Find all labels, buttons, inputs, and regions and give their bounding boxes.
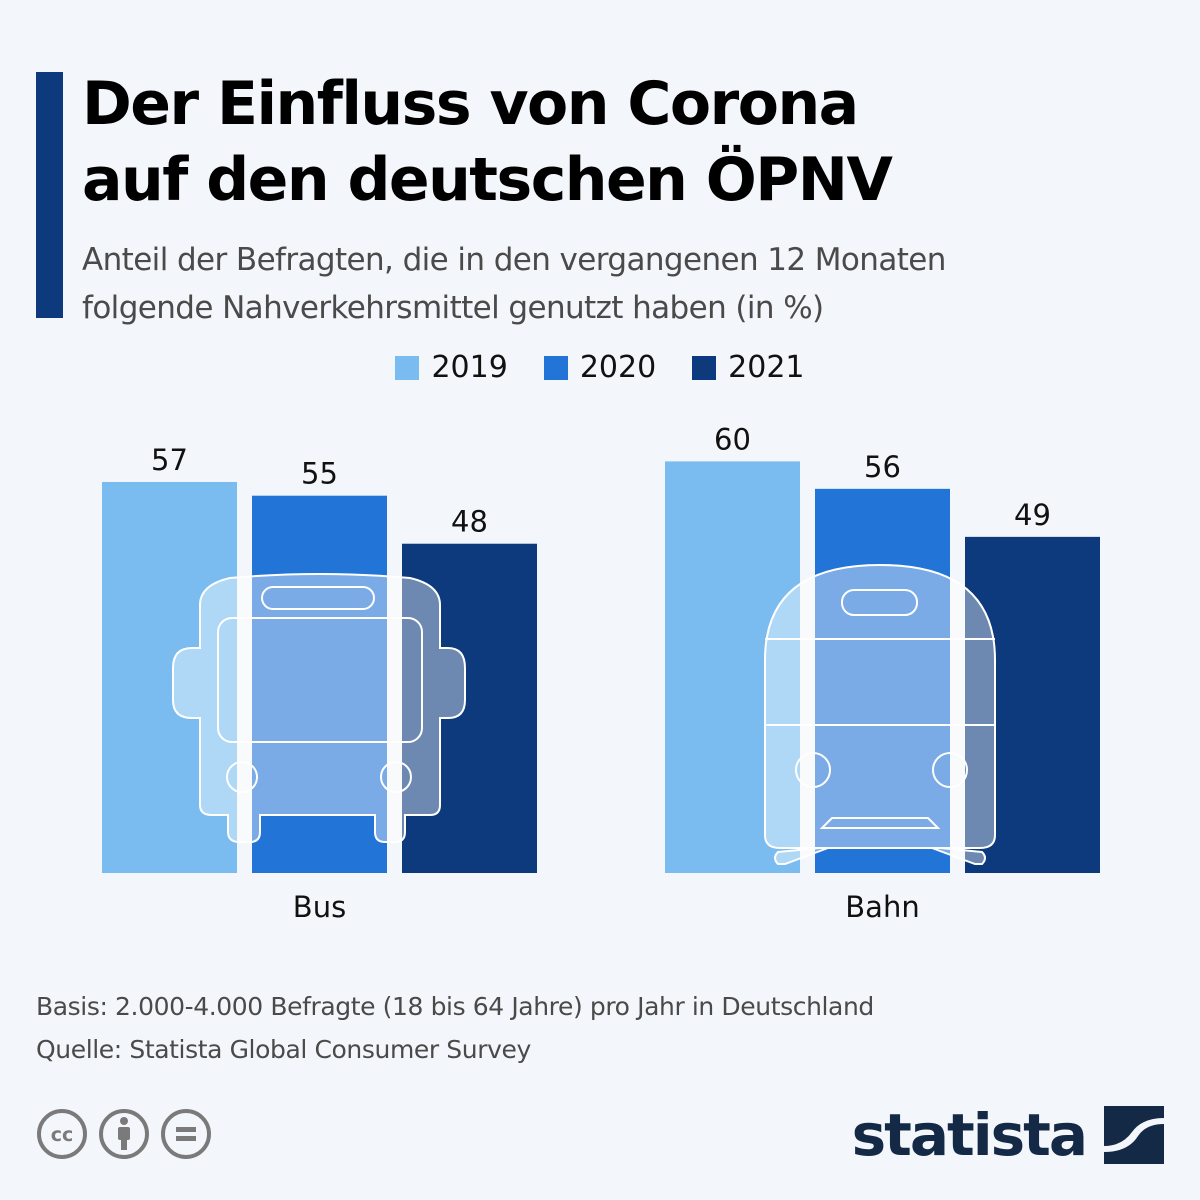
attribution-icon[interactable] [98, 1108, 150, 1160]
legend-label-2020: 2020 [579, 350, 657, 385]
bar-bahn-2021 [965, 536, 1100, 873]
statista-logo[interactable]: statista [852, 1105, 1164, 1165]
no-derivatives-icon[interactable] [160, 1108, 212, 1160]
bar-bus-2019 [102, 481, 237, 873]
data-label-bahn-2020: 56 [864, 450, 901, 484]
bars-layer [102, 461, 1100, 873]
bar-bus-2020 [252, 495, 387, 873]
bus-icon [172, 573, 466, 843]
legend: 2019 2020 2021 [0, 350, 1200, 385]
subtitle-line-1: Anteil der Befragten, die in den vergang… [82, 242, 946, 278]
labels-layer: 57 55 48 Bus 60 56 49 Bahn [151, 422, 1051, 924]
title-line-1: Der Einfluss von Corona [82, 69, 859, 139]
accent-bar [36, 72, 63, 318]
basis-note: Basis: 2.000-4.000 Befragte (18 bis 64 J… [36, 992, 874, 1021]
train-icon [764, 563, 996, 865]
chart-title: Der Einfluss von Corona auf den deutsche… [82, 66, 1182, 218]
data-label-bus-2021: 48 [451, 505, 488, 539]
cc-icon[interactable]: cc [36, 1108, 88, 1160]
legend-label-2021: 2021 [728, 350, 805, 385]
bar-bahn-2019 [665, 461, 800, 873]
legend-swatch-2021 [692, 355, 717, 380]
legend-swatch-2019 [395, 355, 420, 380]
svg-text:cc: cc [51, 1124, 74, 1146]
data-label-bahn-2021: 49 [1014, 498, 1051, 532]
data-label-bus-2020: 55 [301, 457, 338, 491]
source-note: Quelle: Statista Global Consumer Survey [36, 1035, 531, 1064]
legend-item-2021: 2021 [692, 350, 805, 385]
subtitle-line-2: folgende Nahverkehrsmittel genutzt haben… [82, 290, 824, 326]
legend-swatch-2020 [543, 355, 568, 380]
data-label-bus-2019: 57 [151, 443, 188, 477]
bar-bus-2021 [402, 543, 537, 873]
category-label-bus: Bus [293, 890, 346, 924]
title-line-2: auf den deutschen ÖPNV [82, 145, 893, 215]
data-label-bahn-2019: 60 [714, 422, 751, 456]
icons-layer [172, 563, 996, 865]
logo-text: statista [851, 1101, 1088, 1169]
license-icons: cc [36, 1108, 212, 1160]
legend-item-2020: 2020 [543, 350, 657, 385]
legend-label-2019: 2019 [431, 350, 508, 385]
category-label-bahn: Bahn [845, 890, 919, 924]
legend-item-2019: 2019 [395, 350, 508, 385]
bar-bahn-2020 [815, 488, 950, 873]
chart-subtitle: Anteil der Befragten, die in den vergang… [82, 236, 1182, 332]
statista-logo-mark-icon [1104, 1106, 1164, 1164]
